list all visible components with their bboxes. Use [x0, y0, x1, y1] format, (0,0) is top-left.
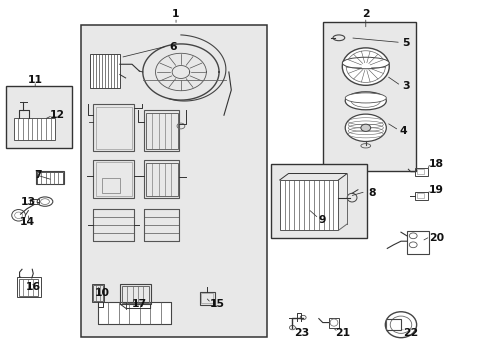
Bar — [144, 110, 179, 151]
Bar — [322, 22, 415, 171]
Bar — [37, 172, 62, 184]
Text: 12: 12 — [50, 110, 65, 120]
Text: 20: 20 — [428, 233, 443, 243]
Bar — [96, 107, 131, 149]
Bar — [414, 192, 427, 200]
Bar — [201, 293, 213, 303]
Bar — [144, 160, 179, 198]
Bar — [93, 209, 134, 241]
Text: 4: 4 — [399, 126, 407, 136]
Text: 1: 1 — [172, 9, 180, 19]
Bar — [122, 286, 148, 303]
Bar — [279, 180, 338, 230]
Ellipse shape — [345, 114, 386, 141]
Bar — [90, 54, 120, 88]
Bar — [386, 319, 400, 330]
Bar — [199, 292, 215, 305]
Bar — [146, 113, 177, 149]
Bar — [98, 302, 171, 324]
Bar — [93, 104, 134, 151]
Bar — [144, 209, 179, 241]
Bar — [93, 209, 134, 241]
Text: 23: 23 — [294, 328, 309, 338]
Text: 15: 15 — [210, 299, 224, 309]
Text: 2: 2 — [361, 9, 369, 19]
Text: 3: 3 — [401, 81, 409, 91]
Bar — [416, 193, 424, 198]
Bar — [93, 160, 134, 198]
Ellipse shape — [12, 210, 25, 221]
Ellipse shape — [360, 124, 370, 131]
Ellipse shape — [342, 48, 388, 85]
Ellipse shape — [342, 57, 388, 69]
Text: 22: 22 — [402, 328, 418, 338]
Text: 6: 6 — [169, 42, 177, 52]
Bar — [92, 284, 104, 302]
Text: 8: 8 — [367, 188, 375, 198]
Bar — [6, 86, 72, 148]
Bar — [328, 318, 339, 328]
Bar — [271, 164, 366, 238]
Text: 10: 10 — [95, 288, 110, 298]
Text: 11: 11 — [28, 75, 42, 85]
Bar — [93, 285, 102, 301]
Bar — [406, 231, 428, 254]
Text: 18: 18 — [428, 159, 443, 169]
Ellipse shape — [385, 312, 416, 338]
Bar — [416, 169, 424, 174]
Ellipse shape — [37, 197, 53, 206]
Text: 7: 7 — [34, 170, 42, 180]
Text: 5: 5 — [401, 38, 409, 48]
Ellipse shape — [345, 92, 386, 110]
Bar — [120, 284, 150, 304]
Bar — [30, 199, 39, 204]
Bar — [102, 178, 120, 193]
Text: 16: 16 — [26, 282, 41, 292]
Bar — [19, 279, 38, 296]
Bar — [17, 277, 41, 297]
Ellipse shape — [345, 93, 386, 103]
Text: 17: 17 — [132, 299, 147, 309]
Bar — [14, 118, 55, 140]
Bar — [144, 209, 179, 241]
Bar — [96, 162, 131, 196]
Text: 9: 9 — [318, 215, 326, 225]
Bar — [414, 168, 427, 176]
Text: 19: 19 — [428, 185, 443, 195]
Text: 21: 21 — [334, 328, 349, 338]
Text: 14: 14 — [20, 217, 34, 228]
Text: 13: 13 — [21, 197, 36, 207]
Bar — [81, 25, 266, 337]
Bar — [98, 302, 171, 324]
Bar — [36, 171, 63, 184]
Bar — [146, 163, 177, 196]
